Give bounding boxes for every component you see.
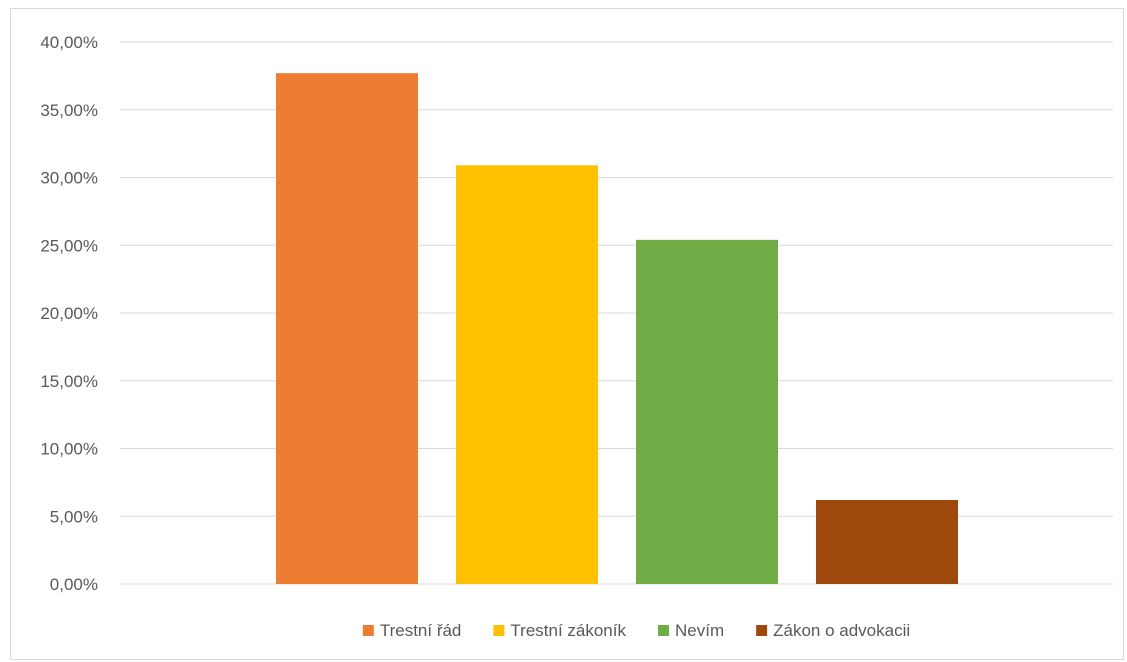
legend-swatch: [658, 625, 669, 636]
y-axis-tick-labels: 0,00% 5,00% 10,00% 15,00% 20,00% 25,00% 30,00%…: [40, 33, 98, 594]
legend: Trestní řád Trestní zákoník Nevím Zákon o a…: [363, 621, 910, 640]
legend-swatch: [756, 625, 767, 636]
legend-label: Nevím: [675, 621, 724, 640]
bar-z-kon-o-advokacii: [816, 500, 958, 584]
y-tick-label: 5,00%: [50, 507, 98, 526]
legend-label: Trestní zákoník: [510, 621, 626, 640]
y-tick-label: 15,00%: [40, 372, 98, 391]
y-tick-label: 0,00%: [50, 575, 98, 594]
legend-swatch: [493, 625, 504, 636]
legend-swatch: [363, 625, 374, 636]
gridlines: [120, 42, 1113, 584]
y-tick-label: 20,00%: [40, 304, 98, 323]
legend-label: Trestní řád: [380, 621, 462, 640]
y-tick-label: 25,00%: [40, 236, 98, 255]
y-tick-label: 35,00%: [40, 101, 98, 120]
bars: [276, 73, 958, 584]
legend-label: Zákon o advokacii: [773, 621, 910, 640]
bar-nev-m: [636, 240, 778, 584]
bar-trestn-z-kon-k: [456, 165, 598, 584]
y-tick-label: 40,00%: [40, 33, 98, 52]
y-tick-label: 30,00%: [40, 169, 98, 188]
bar-trestn-d: [276, 73, 418, 584]
y-tick-label: 10,00%: [40, 440, 98, 459]
